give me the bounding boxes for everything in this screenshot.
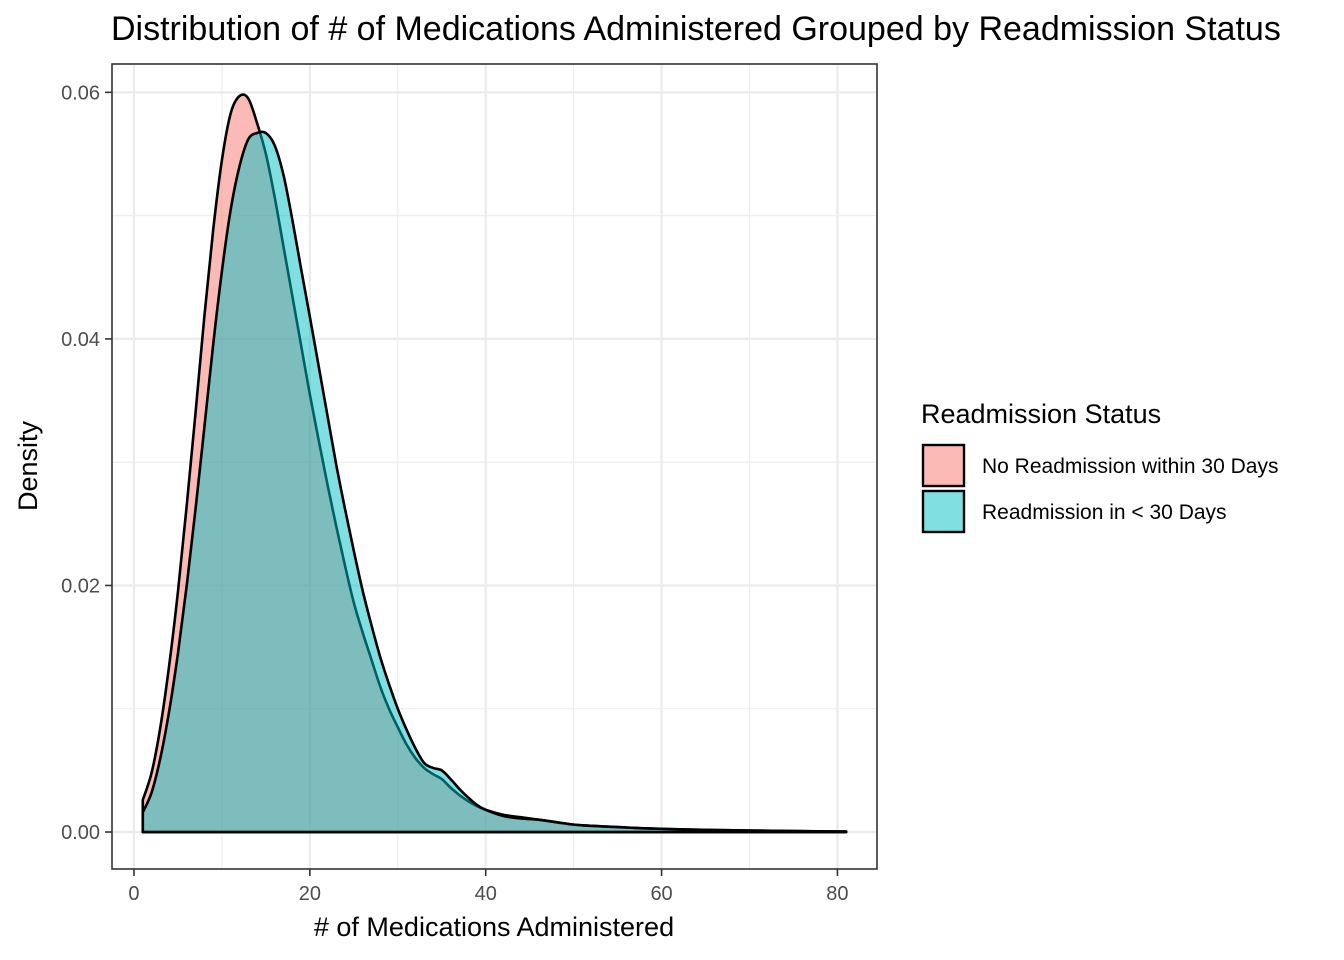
chart-title: Distribution of # of Medications Adminis… (111, 10, 1281, 48)
y-axis: 0.00 0.02 0.04 0.06 (61, 82, 112, 844)
x-tick-label: 60 (650, 883, 672, 905)
x-axis-title: # of Medications Administered (314, 912, 674, 942)
y-tick-label: 0.02 (61, 575, 100, 597)
legend-swatch (921, 443, 966, 488)
legend-swatch (921, 489, 966, 534)
y-axis-title: Density (13, 420, 43, 511)
legend: Readmission Status No Readmission within… (921, 399, 1278, 534)
x-tick-label: 40 (475, 883, 497, 905)
legend-label: No Readmission within 30 Days (982, 455, 1278, 478)
density-areas (141, 93, 848, 834)
y-tick-label: 0.04 (61, 329, 100, 351)
y-tick-label: 0.00 (61, 822, 100, 844)
plot-panel-border (111, 63, 878, 870)
x-tick-label: 20 (299, 883, 321, 905)
legend-item: No Readmission within 30 Days (921, 443, 1278, 488)
x-tick-label: 0 (128, 883, 139, 905)
legend-title: Readmission Status (921, 399, 1161, 429)
density-area-readmission-in-30-days (141, 130, 848, 834)
major-gridlines (112, 64, 877, 869)
legend-items: No Readmission within 30 Days Readmission… (921, 443, 1278, 534)
x-tick-label: 80 (826, 883, 848, 905)
legend-item: Readmission in < 30 Days (921, 489, 1227, 534)
x-axis: 0 20 40 60 80 (128, 869, 849, 905)
legend-label: Readmission in < 30 Days (982, 501, 1227, 524)
y-tick-label: 0.06 (61, 82, 100, 104)
